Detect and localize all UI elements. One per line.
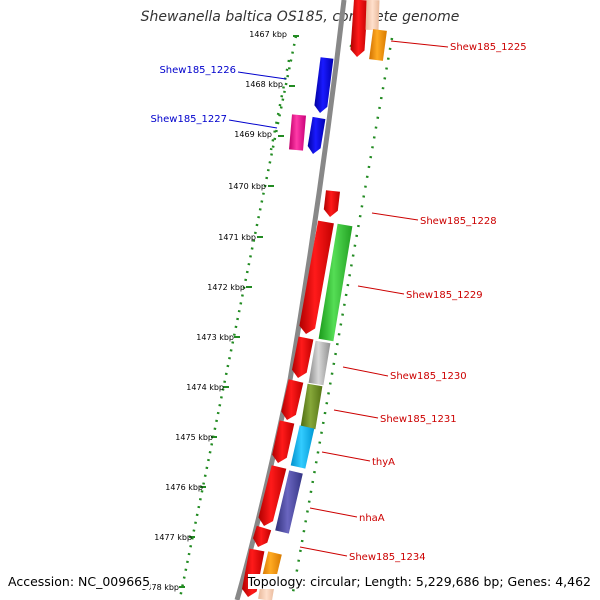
gene-block-green [318,223,353,342]
ruler-tick-label: 1472 kbp [207,283,245,292]
gene-label-leader [357,285,405,295]
gene-arrow-red [272,420,295,463]
gene-label-leader [228,119,278,129]
gene-block-peach [365,0,380,31]
gene-label-leader [321,451,371,462]
map-title: Shewanella baltica OS185, complete genom… [140,9,460,25]
gene-label-leader [309,507,358,518]
gene-arrow-blue [307,116,326,154]
ruler-tick-label: 1475 kbp [175,433,213,442]
gene-label-shew185_1229[interactable]: Shew185_1229 [406,290,483,301]
ruler-tick-label: 1469 kbp [234,130,272,139]
strand-guides [269,37,394,599]
gene-label-shew185_1225[interactable]: Shew185_1225 [450,42,527,53]
genes [242,0,387,600]
ruler: 1467 kbp 1468 kbp 1469 kbp 1470 kbp 1471 kbp… [141,30,299,599]
gene-label-shew185_1234[interactable]: Shew185_1234 [349,552,426,563]
gene-label-leader [342,366,389,377]
gene-arrow-red [323,190,340,217]
accession-text: Accession: NC_009665 [8,574,151,589]
gene-arrow-red [258,465,287,526]
gene-block-indigo [275,470,303,534]
gene-block-pink [289,114,306,151]
gene-label-leader [371,212,419,221]
ruler-tick-label: 1474 kbp [186,383,224,392]
gene-labels: Shew185_1225 Shew185_1226 Shew185_1227 Shew… [150,42,526,563]
gene-block-gray [308,340,331,386]
gene-arrow-red [242,548,265,597]
ruler-tick-label: 1468 kbp [245,80,283,89]
ruler-tick-label: 1478 kbp [141,583,179,592]
gene-arrow-red [253,525,272,547]
ruler-tick-label: 1476 kbp [165,483,203,492]
gene-arrow-red [292,336,314,378]
gene-label-nhaa[interactable]: nhaA [359,513,385,524]
gene-label-shew185_1226[interactable]: Shew185_1226 [159,65,236,76]
gene-block-cyan [290,425,315,469]
gene-label-shew185_1231[interactable]: Shew185_1231 [380,414,457,425]
ruler-tick-label: 1471 kbp [218,233,256,242]
gene-label-shew185_1228[interactable]: Shew185_1228 [420,216,497,227]
gene-arrow-red [281,379,304,420]
gene-label-leader [237,71,287,80]
ruler-tick-label: 1473 kbp [196,333,234,342]
gene-label-leader [299,546,348,557]
gene-arrow-blue [314,57,334,113]
label-leaders [228,40,449,557]
ruler-tick-label: 1467 kbp [249,30,287,39]
gene-label-shew185_1230[interactable]: Shew185_1230 [390,371,467,382]
gene-label-leader [333,409,379,419]
left-strand-guide [269,59,291,151]
gene-block-orange [369,29,387,61]
ruler-tick-label: 1470 kbp [228,182,266,191]
ruler-tick-label: 1477 kbp [154,533,192,542]
topology-text: Topology: circular; Length: 5,229,686 bp… [247,574,591,589]
gene-block-olive [300,383,323,430]
gene-label-shew185_1227[interactable]: Shew185_1227 [150,114,227,125]
gene-arrow-red [350,0,368,57]
gene-label-leader [390,40,449,48]
gene-label-thya[interactable]: thyA [372,457,395,468]
gene-arrow-red [299,220,334,334]
